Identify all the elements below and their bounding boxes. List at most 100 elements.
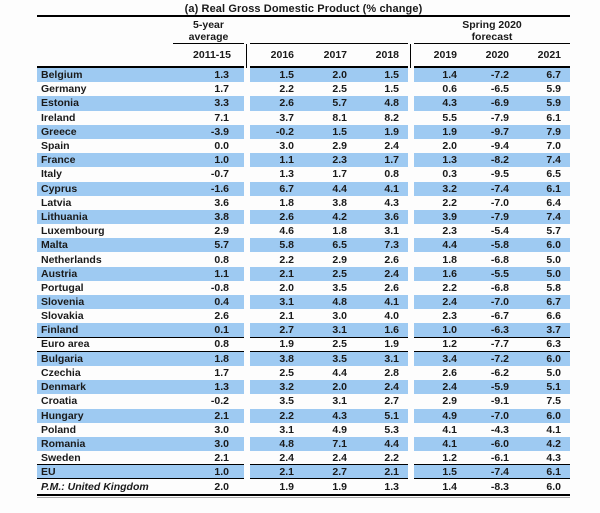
cell-value: -5.5 <box>466 266 518 281</box>
column-gap <box>408 125 414 139</box>
cell-value: 4.9 <box>332 423 347 436</box>
cell-value: 5.1 <box>518 380 570 395</box>
cell-value: 4.2 <box>518 436 570 452</box>
table-row: Estonia 3.3 2.6 5.7 4.8 4.3 -6.9 5.9 <box>37 96 570 111</box>
cell-value: 1.9 <box>250 338 303 352</box>
cell-value: 2.5 <box>303 338 356 352</box>
cell-value: 7.5 <box>546 395 561 408</box>
column-gap <box>244 380 250 394</box>
cell-value: 1.6 <box>414 266 466 281</box>
cell-value: 2.3 <box>442 225 457 238</box>
column-gap <box>408 153 414 167</box>
cell-value: 2.4 <box>250 451 303 466</box>
cell-value: 7.3 <box>356 238 408 253</box>
column-gap <box>244 96 250 110</box>
cell-value: 3.0 <box>173 436 244 452</box>
cell-value: 1.0 <box>173 153 244 168</box>
cell-value: -9.7 <box>466 124 518 139</box>
table-row: Czechia 1.7 2.5 4.4 2.8 2.6 -6.2 5.0 <box>37 366 570 380</box>
table-row: Portugal -0.8 2.0 3.5 2.6 2.2 -6.8 5.8 <box>37 281 570 295</box>
cell-value: 1.5 <box>384 83 399 96</box>
cell-value: 2.9 <box>332 140 347 153</box>
cell-value: 4.3 <box>384 196 399 209</box>
row-label: Lithuania <box>37 209 173 225</box>
cell-value: 7.1 <box>303 436 356 452</box>
cell-value: 6.7 <box>518 68 570 83</box>
cell-value: 1.8 <box>173 351 244 366</box>
column-gap <box>408 451 414 465</box>
header-5yr-line1: 5-year <box>193 19 224 31</box>
cell-value: 1.9 <box>279 480 294 493</box>
row-label: Croatia <box>41 395 78 408</box>
cell-value: 5.7 <box>303 96 356 111</box>
cell-value: 1.3 <box>173 68 244 83</box>
cell-value: 2.5 <box>279 367 294 380</box>
row-label: Austria <box>37 266 173 281</box>
cell-value: 1.3 <box>279 168 294 181</box>
cell-value: 8.1 <box>332 111 347 124</box>
cell-value: 3.5 <box>279 395 294 408</box>
column-gap <box>244 139 250 153</box>
column-gap <box>408 252 414 266</box>
cell-value: 2.8 <box>384 367 399 380</box>
column-gap <box>244 465 250 479</box>
column-gap <box>408 409 414 423</box>
column-gap <box>408 423 414 437</box>
table-row: Italy -0.7 1.3 1.7 0.8 0.3 -9.5 6.5 <box>37 167 570 181</box>
cell-value: -7.4 <box>466 465 518 480</box>
cell-value: 1.9 <box>332 480 347 493</box>
cell-value: 2.7 <box>303 465 356 480</box>
table-title: (a) Real Gross Domestic Product (% chang… <box>184 3 423 15</box>
table-row: Bulgaria 1.8 3.8 3.5 3.1 3.4 -7.2 6.0 <box>37 351 570 366</box>
table-rows: Belgium 1.3 1.5 2.0 1.5 1.4 -7.2 6.7 Germany 1.7 2… <box>37 68 570 494</box>
row-label: Luxembourg <box>41 225 105 238</box>
column-gap <box>408 352 414 366</box>
table-row: France 1.0 1.1 2.3 1.7 1.3 -8.2 7.4 <box>37 153 570 168</box>
column-gap <box>408 465 414 479</box>
cell-value: -7.4 <box>466 181 518 196</box>
column-gap <box>244 323 250 337</box>
cell-value: 6.0 <box>546 480 561 493</box>
cell-value: -8.2 <box>466 153 518 168</box>
group-divider-line <box>246 44 247 68</box>
cell-value: 1.9 <box>356 338 408 352</box>
row-label: Malta <box>37 238 173 253</box>
cell-value: 2.0 <box>214 480 229 493</box>
column-gap <box>244 111 250 125</box>
cell-value: 3.4 <box>414 351 466 366</box>
column-gap <box>408 394 414 408</box>
cell-value: 2.3 <box>303 153 356 168</box>
cell-value: 1.5 <box>414 465 466 480</box>
cell-value: 1.8 <box>332 225 347 238</box>
cell-value: 2.0 <box>279 281 294 294</box>
cell-value: -7.0 <box>466 408 518 423</box>
cell-value: -7.0 <box>466 295 518 310</box>
cell-value: 1.6 <box>356 323 408 338</box>
cell-value: 2.3 <box>442 310 457 323</box>
column-gap <box>408 224 414 238</box>
cell-value: 2.9 <box>214 225 229 238</box>
cell-value: 5.9 <box>546 83 561 96</box>
cell-value: -9.5 <box>490 168 509 181</box>
column-gap <box>408 479 414 493</box>
cell-value: 6.1 <box>518 181 570 196</box>
column-gap <box>408 196 414 210</box>
cell-value: 3.5 <box>303 351 356 366</box>
column-gap <box>244 479 250 493</box>
column-gap <box>408 380 414 394</box>
row-label: Cyprus <box>37 181 173 196</box>
table-row: Malta 5.7 5.8 6.5 7.3 4.4 -5.8 6.0 <box>37 238 570 253</box>
column-gap <box>408 295 414 309</box>
cell-value: 2.4 <box>303 451 356 466</box>
row-label: EU <box>37 465 173 480</box>
table-row: Sweden 2.1 2.4 2.4 2.2 1.2 -6.1 4.3 <box>37 451 570 466</box>
cell-value: -8.3 <box>490 480 509 493</box>
cell-value: 4.6 <box>279 225 294 238</box>
cell-value: 2.2 <box>279 253 294 266</box>
cell-value: 0.8 <box>384 168 399 181</box>
cell-value: 2.6 <box>250 96 303 111</box>
cell-value: 3.8 <box>332 196 347 209</box>
cell-value: 6.0 <box>518 238 570 253</box>
table-header-groups: 5-year average Spring 2020 forecast <box>37 17 570 44</box>
cell-value: 4.0 <box>384 310 399 323</box>
